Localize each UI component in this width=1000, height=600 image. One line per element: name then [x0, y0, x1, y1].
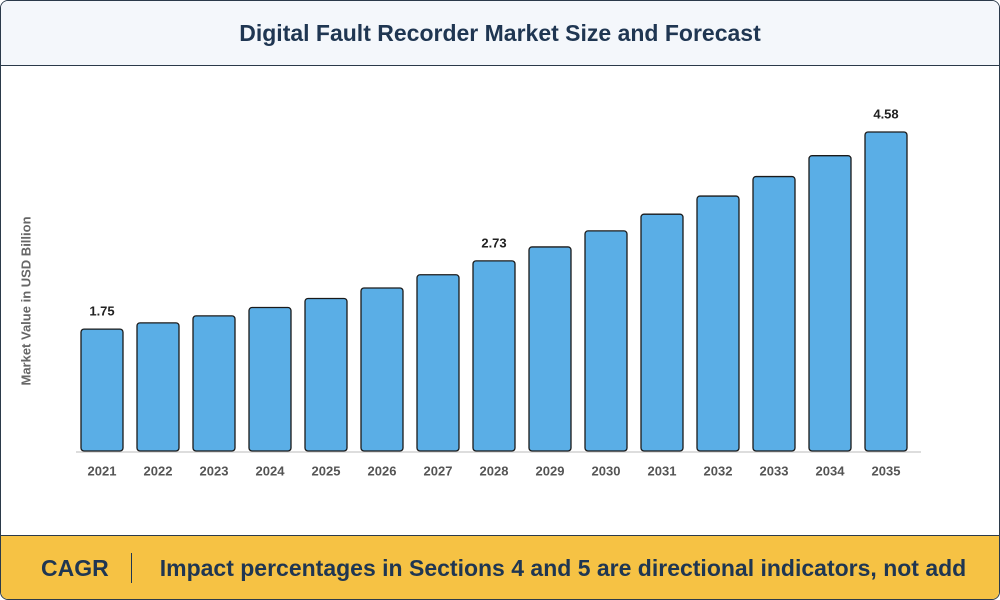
x-tick-label: 2022 — [144, 463, 173, 478]
footer-label: CAGR — [41, 554, 109, 581]
x-tick-label: 2029 — [536, 463, 565, 478]
chart: Market Value in USD Billion 2021 1.75 2022… — [18, 106, 921, 478]
bar — [864, 131, 908, 452]
chart-title: Digital Fault Recorder Market Size and F… — [1, 1, 999, 66]
bar — [80, 328, 124, 452]
bar — [472, 260, 516, 452]
x-tick-label: 2026 — [368, 463, 397, 478]
x-tick-label: 2023 — [200, 463, 229, 478]
data-label: 1.75 — [89, 304, 114, 319]
x-tick-label: 2028 — [480, 463, 509, 478]
bar — [584, 230, 628, 452]
bar — [248, 306, 292, 452]
bar — [808, 155, 852, 452]
bar — [752, 175, 796, 452]
x-tick-label: 2025 — [312, 463, 341, 478]
x-tick-label: 2032 — [704, 463, 733, 478]
bar — [136, 322, 180, 452]
bar — [528, 246, 572, 452]
bar — [696, 195, 740, 452]
footer: CAGR Impact percentages in Sections 4 an… — [1, 535, 999, 599]
x-tick-label: 2024 — [256, 463, 286, 478]
x-tick-label: 2031 — [648, 463, 677, 478]
x-tick-label: 2027 — [424, 463, 453, 478]
data-label: 2.73 — [481, 235, 506, 250]
bar — [416, 274, 460, 452]
bar — [360, 287, 404, 452]
separator — [130, 553, 132, 583]
x-tick-label: 2021 — [88, 463, 117, 478]
bar — [640, 213, 684, 452]
bar — [192, 315, 236, 452]
x-tick-label: 2033 — [760, 463, 789, 478]
data-label: 4.58 — [873, 106, 898, 121]
x-tick-label: 2034 — [816, 463, 846, 478]
footer-text: Impact percentages in Sections 4 and 5 a… — [159, 554, 967, 581]
x-tick-label: 2035 — [872, 463, 901, 478]
y-axis-label: Market Value in USD Billion — [18, 216, 33, 385]
x-tick-label: 2030 — [592, 463, 621, 478]
bar — [304, 297, 348, 452]
